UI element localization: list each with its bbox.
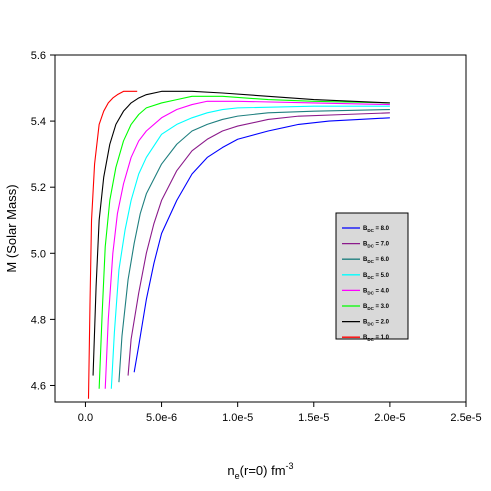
series-lines [87,90,390,399]
series-line-6-0 [118,108,390,383]
legend-entry-label: BDC = 1.0 [363,335,390,342]
y-axis-title: M (Solar Mass) [4,184,19,272]
x-tick-label: 2.5e-5 [450,412,481,424]
series-line-4-0 [104,100,390,389]
legend-entry-label: BDC = 4.0 [363,288,390,295]
y-tick-label: 4.6 [31,380,46,392]
legend-box [335,212,409,340]
x-tick-label: 5.0e-6 [146,412,177,424]
x-axis-title: ne(r=0) fm-3 [227,461,293,481]
y-tick-label: 5.0 [31,248,46,260]
x-tick-label: 2.0e-5 [374,412,405,424]
plot-area-border [54,54,467,403]
y-tick-label: 5.6 [31,50,46,62]
legend-entry-label: BDC = 5.0 [363,273,390,280]
series-line-1-0 [87,90,138,399]
y-axis: 4.6 4.8 5.0 5.2 5.4 5.6 [31,50,55,392]
y-tick-label: 5.4 [31,116,46,128]
legend-entry-label: BDC = 3.0 [363,304,390,311]
plot-frame [54,54,467,403]
y-tick-label: 4.8 [31,314,46,326]
legend: BDC = 8.0 BDC = 7.0 BDC = 6.0 BDC = 5.0 BDC … [335,212,409,342]
legend-entry-label: BDC = 8.0 [363,226,390,233]
legend-entry-label: BDC = 6.0 [363,257,390,264]
series-line-7-0 [127,112,390,376]
x-tick-label: 1.0e-5 [222,412,253,424]
series-line-3-0 [98,95,390,389]
series-line-2-0 [92,90,390,376]
series-line-8-0 [133,117,390,373]
series-line-5-0 [110,105,390,389]
legend-entry-label: BDC = 2.0 [363,320,390,327]
x-axis: 0.0 5.0e-6 1.0e-5 1.5e-5 2.0e-5 2.5e-5 [78,402,482,424]
x-tick-label: 0.0 [78,412,93,424]
x-tick-label: 1.5e-5 [298,412,329,424]
y-tick-label: 5.2 [31,182,46,194]
legend-entry-label: BDC = 7.0 [363,242,390,249]
